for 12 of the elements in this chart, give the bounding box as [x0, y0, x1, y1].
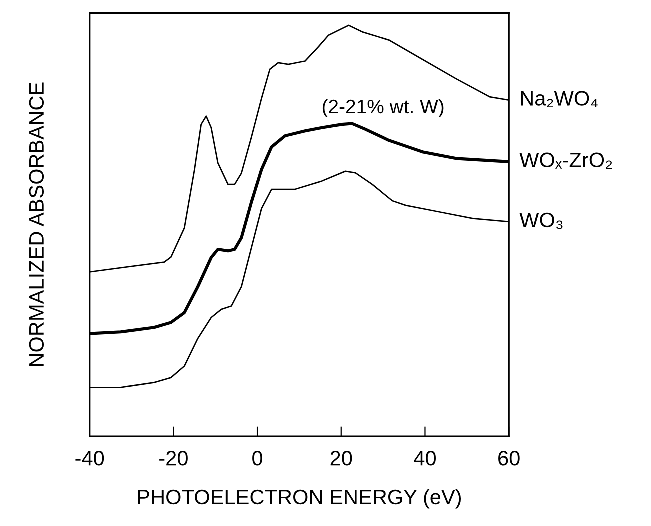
x-tick-label: 20	[330, 451, 352, 466]
series-label: Na₂WO₄	[521, 91, 598, 108]
series-label: WO₃	[520, 212, 563, 230]
x-axis-title: PHOTOELECTRON ENERGY (eV)	[138, 489, 462, 509]
x-tick-label: 0	[252, 451, 263, 466]
x-tick-label: -20	[160, 451, 188, 466]
y-axis-title: NORMALIZED ABSORBANCE	[29, 82, 44, 366]
x-tick-label: 60	[498, 451, 520, 466]
x-tick-label: -40	[76, 451, 104, 466]
series-label: WOₓ-ZrO₂	[520, 152, 612, 170]
annotation: (2-21% wt. W)	[322, 99, 444, 118]
x-tick-label: 40	[414, 451, 436, 466]
